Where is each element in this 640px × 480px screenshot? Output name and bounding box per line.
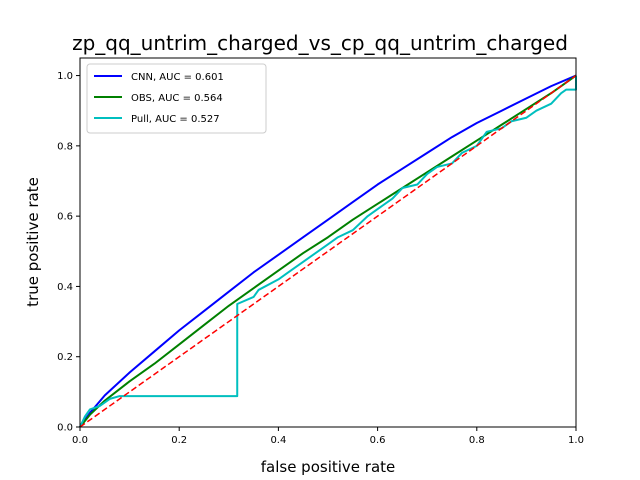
y-axis-label: true positive rate	[24, 177, 42, 307]
legend-label: Pull, AUC = 0.527	[131, 114, 220, 125]
y-tick-label: 0.4	[57, 282, 73, 293]
y-tick-label: 0.2	[57, 352, 73, 363]
x-tick-label: 0.8	[469, 435, 485, 446]
y-axis: 0.0 0.2 0.4 0.6 0.8 1.0	[57, 71, 80, 434]
series-line-2	[79, 75, 577, 428]
x-tick-label: 1.0	[568, 435, 584, 446]
series-line-3	[79, 74, 577, 428]
x-tick-label: 0.0	[72, 435, 88, 446]
y-tick-label: 1.0	[57, 71, 73, 82]
x-tick-label: 0.2	[171, 435, 187, 446]
x-axis: 0.0 0.2 0.4 0.6 0.8 1.0	[72, 427, 584, 446]
legend: CNN, AUC = 0.601 OBS, AUC = 0.564 Pull, AU…	[86, 63, 267, 134]
legend-box	[86, 63, 267, 134]
y-tick-label: 0.0	[57, 423, 73, 434]
y-tick-label: 0.6	[57, 212, 73, 223]
x-tick-label: 0.4	[270, 435, 286, 446]
y-tick-label: 0.8	[57, 141, 73, 152]
chart-title: zp_qq_untrim_charged_vs_cp_qq_untrim_cha…	[72, 31, 568, 55]
legend-label: CNN, AUC = 0.601	[131, 72, 224, 83]
series-layer	[79, 74, 577, 428]
series-line-1	[79, 74, 577, 428]
series-line-0	[79, 74, 577, 428]
x-axis-label: false positive rate	[261, 458, 396, 476]
plot-frame	[79, 57, 577, 428]
x-tick-label: 0.6	[370, 435, 386, 446]
legend-label: OBS, AUC = 0.564	[131, 93, 223, 104]
